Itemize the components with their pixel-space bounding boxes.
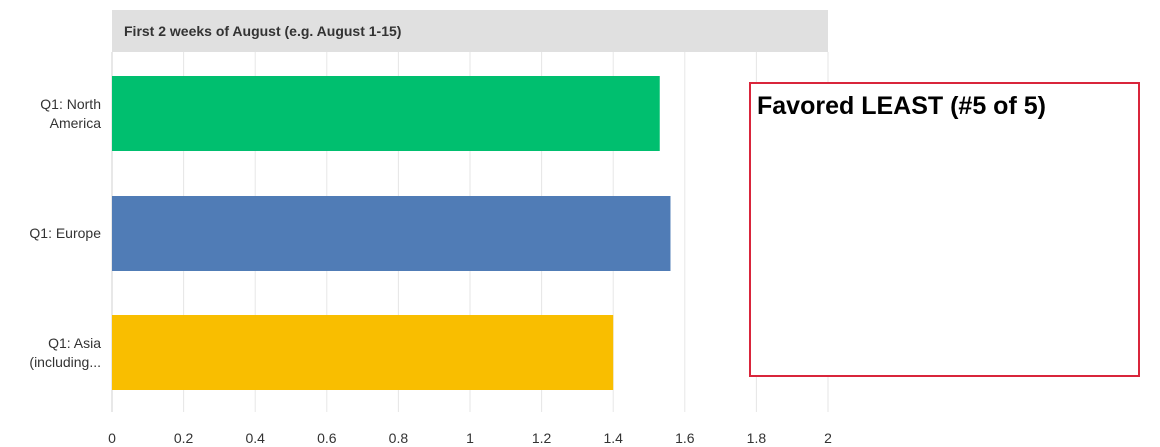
bar <box>112 76 660 151</box>
x-tick-label: 0.6 <box>317 430 337 446</box>
annotation-text: Favored LEAST (#5 of 5) <box>757 92 1046 120</box>
x-tick-label: 1.6 <box>675 430 695 446</box>
x-tick-label: 2 <box>824 430 832 446</box>
x-tick-label: 1 <box>466 430 474 446</box>
x-tick-label: 0 <box>108 430 116 446</box>
x-tick-label: 0.8 <box>389 430 409 446</box>
x-tick-label: 0.4 <box>245 430 265 446</box>
annotation-box: Favored LEAST (#5 of 5) <box>749 82 1140 377</box>
x-tick-label: 1.2 <box>532 430 552 446</box>
x-tick-label: 1.8 <box>747 430 767 446</box>
category-label: Q1: North America <box>40 95 101 131</box>
panel-title: First 2 weeks of August (e.g. August 1-1… <box>112 10 828 52</box>
category-label: Q1: Asia (including... <box>29 334 101 370</box>
bar <box>112 196 671 271</box>
x-tick-label: 0.2 <box>174 430 194 446</box>
x-tick-label: 1.4 <box>603 430 623 446</box>
category-label: Q1: Europe <box>29 225 101 241</box>
bar <box>112 315 614 390</box>
